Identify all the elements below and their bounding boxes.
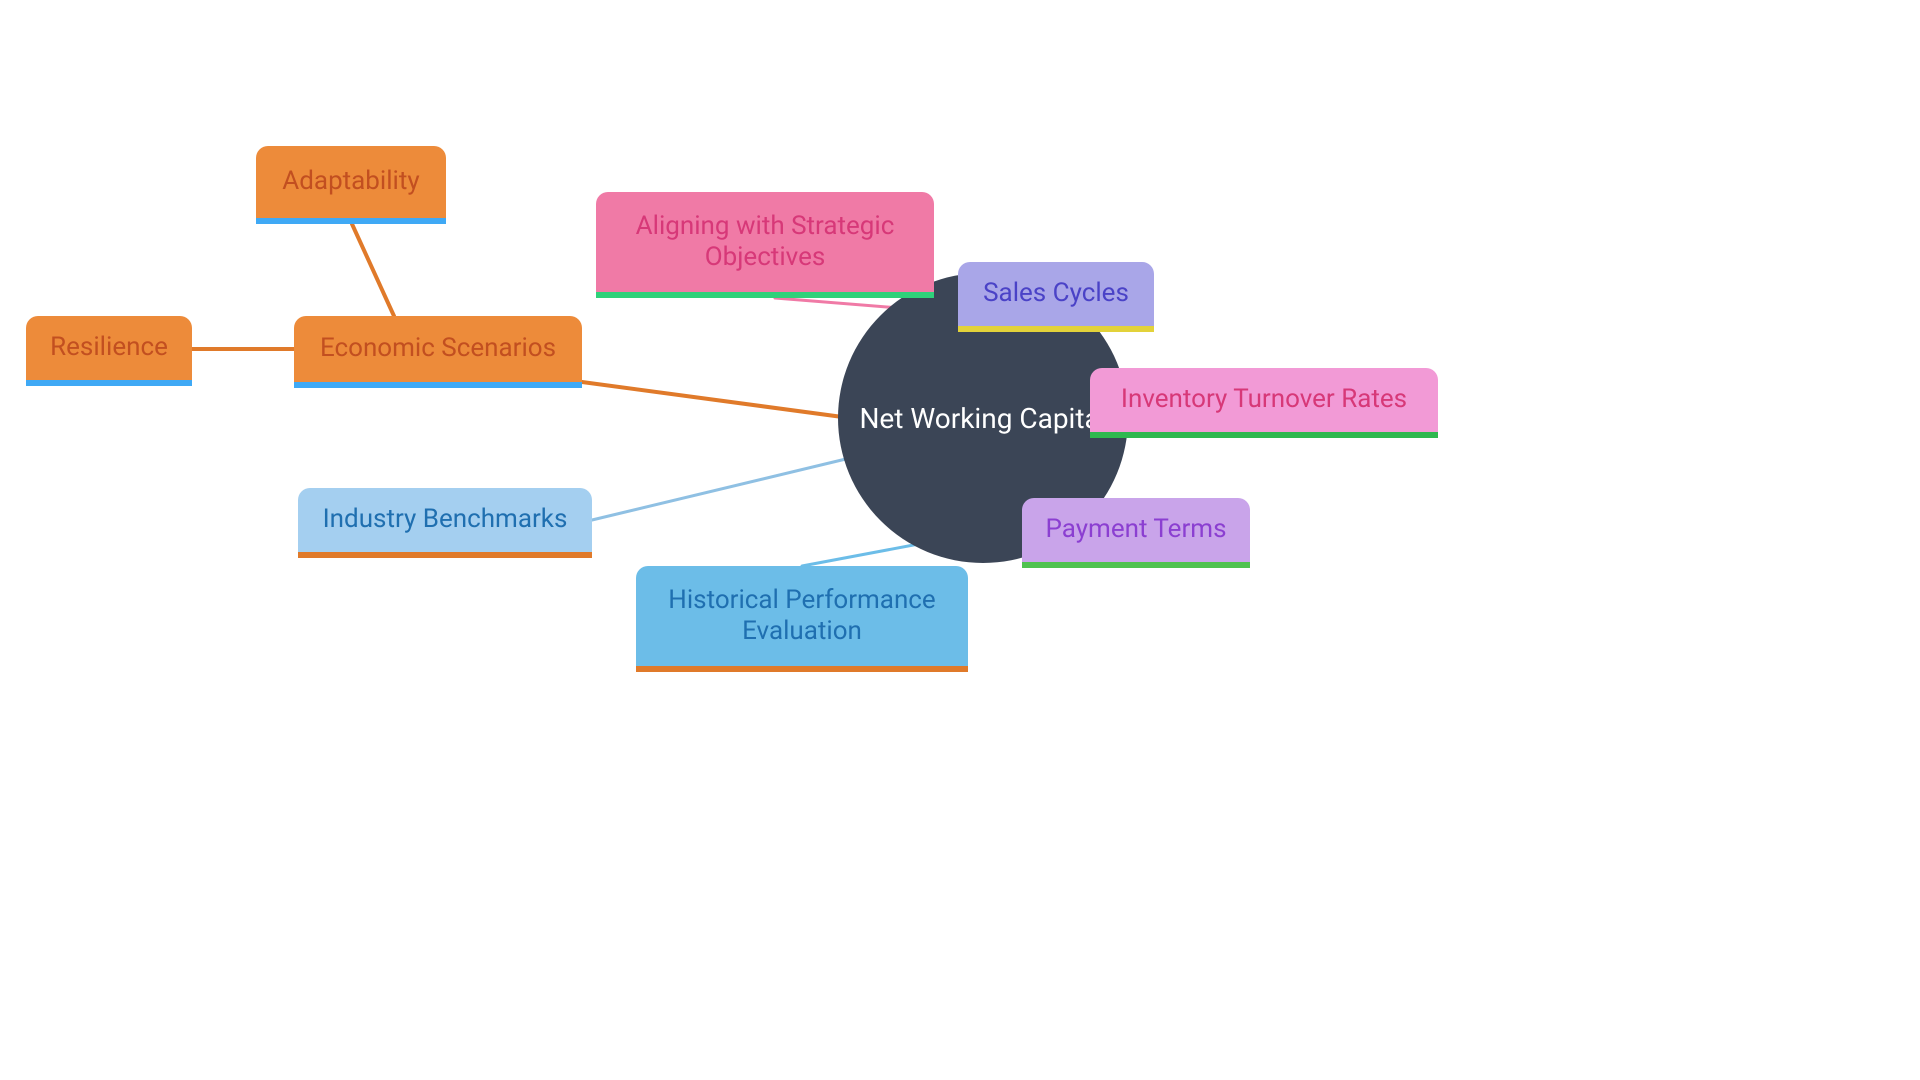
node-underline [294,382,582,388]
node-adaptability: Adaptability [256,146,446,218]
node-label: Payment Terms [1046,514,1227,545]
node-underline [1022,562,1250,568]
node-underline [596,292,934,298]
node-historical: Historical Performance Evaluation [636,566,968,666]
node-label: Sales Cycles [983,278,1129,309]
node-resilience: Resilience [26,316,192,380]
node-label: Industry Benchmarks [323,504,568,535]
node-label: Adaptability [282,166,419,197]
mindmap-canvas: Net Working Capital Adaptability Resilien… [0,0,1920,1080]
node-economic-scenarios: Economic Scenarios [294,316,582,382]
node-underline [26,380,192,386]
edge [582,382,850,418]
node-underline [636,666,968,672]
node-label: Inventory Turnover Rates [1121,384,1407,415]
node-inventory: Inventory Turnover Rates [1090,368,1438,432]
node-underline [256,218,446,224]
node-industry-bench: Industry Benchmarks [298,488,592,552]
node-label: Economic Scenarios [320,333,556,364]
node-aligning: Aligning with Strategic Objectives [596,192,934,292]
node-underline [1090,432,1438,438]
center-label: Net Working Capital [859,402,1106,435]
node-payment-terms: Payment Terms [1022,498,1250,562]
node-sales-cycles: Sales Cycles [958,262,1154,326]
node-underline [958,326,1154,332]
node-label: Resilience [50,332,168,363]
node-label: Historical Performance Evaluation [656,585,948,647]
node-label: Aligning with Strategic Objectives [616,211,914,273]
node-underline [298,552,592,558]
edge [592,458,850,520]
edge [352,224,394,316]
